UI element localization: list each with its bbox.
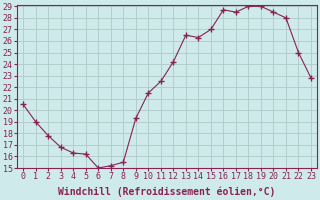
X-axis label: Windchill (Refroidissement éolien,°C): Windchill (Refroidissement éolien,°C)	[58, 187, 276, 197]
